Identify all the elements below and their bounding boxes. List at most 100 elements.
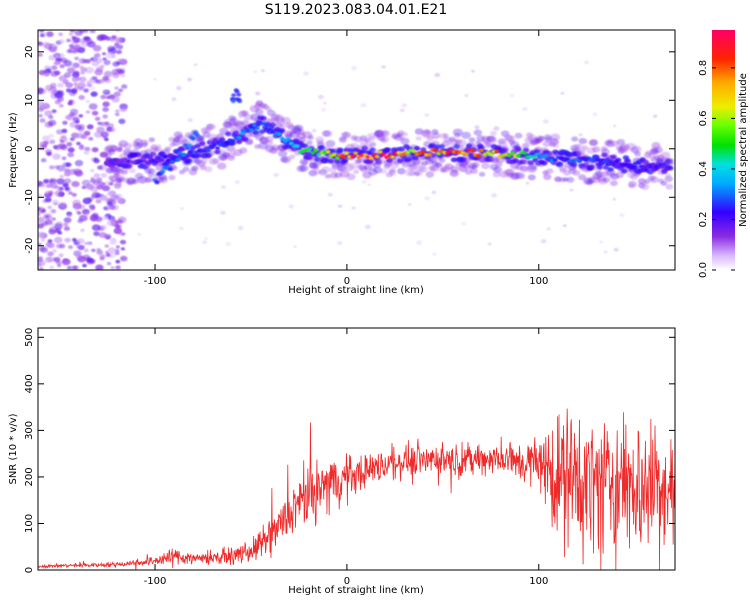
heatmap-blob xyxy=(73,113,78,117)
heatmap-blob xyxy=(306,140,313,145)
heatmap-blob xyxy=(412,155,419,161)
heatmap-blob xyxy=(54,190,64,197)
heatmap-blob xyxy=(93,231,100,237)
heatmap-blob xyxy=(175,85,182,91)
heatmap-blob xyxy=(490,130,497,136)
heatmap-blob xyxy=(38,267,44,270)
colorbar-tick-label: 0.4 xyxy=(698,161,709,177)
heatmap-blob xyxy=(109,239,118,245)
heatmap-blob xyxy=(270,130,276,134)
heatmap-blob xyxy=(58,32,63,36)
x-tick-label: 100 xyxy=(529,576,548,587)
heatmap-blob xyxy=(115,245,120,249)
heatmap-blob xyxy=(50,43,56,48)
heatmap-blob xyxy=(560,91,565,95)
heatmap-blob xyxy=(61,128,68,134)
heatmap-blob xyxy=(89,30,96,34)
heatmap-blob xyxy=(73,82,78,86)
heatmap-blob xyxy=(83,150,90,155)
heatmap-blob xyxy=(342,131,352,139)
heatmap-blob xyxy=(48,133,55,138)
heatmap-blob xyxy=(78,114,84,118)
y-tick-label: 400 xyxy=(24,374,35,393)
heatmap-blob xyxy=(117,146,123,150)
heatmap-blob xyxy=(54,91,64,99)
x-tick-label: -100 xyxy=(144,276,167,287)
heatmap-blob xyxy=(212,158,220,165)
heatmap-blob xyxy=(64,171,71,177)
heatmap-blob xyxy=(63,178,72,185)
heatmap-blob xyxy=(414,160,423,167)
heatmap-blob xyxy=(87,41,96,48)
heatmap-blob xyxy=(83,130,91,136)
heatmap-blob xyxy=(361,180,367,184)
heatmap-blob xyxy=(104,160,110,165)
heatmap-blob xyxy=(226,145,236,153)
heatmap-blob xyxy=(543,173,552,180)
heatmap-blob xyxy=(85,212,90,217)
heatmap-blob xyxy=(476,153,481,158)
heatmap-blob xyxy=(649,176,659,184)
heatmap-blob xyxy=(65,82,74,88)
y-tick-label: 20 xyxy=(24,45,35,58)
heatmap-blob xyxy=(215,146,221,150)
colorbar-tick-label: 0.8 xyxy=(698,60,709,76)
heatmap-blob xyxy=(102,114,108,119)
heatmap-blob xyxy=(66,265,73,270)
heatmap-blob xyxy=(114,42,120,47)
heatmap-blob xyxy=(113,227,123,235)
heatmap-blob xyxy=(337,166,345,172)
heatmap-blob xyxy=(55,227,61,233)
heatmap-blob xyxy=(53,61,59,66)
heatmap-marks xyxy=(38,30,675,270)
heatmap-blob xyxy=(100,182,106,186)
heatmap-blob xyxy=(44,72,50,77)
heatmap-blob xyxy=(100,224,107,230)
heatmap-blob xyxy=(509,151,515,155)
heatmap-blob xyxy=(53,257,61,263)
heatmap-blob xyxy=(552,158,558,162)
heatmap-blob xyxy=(116,58,123,63)
heatmap-blob xyxy=(602,160,607,164)
heatmap-blob xyxy=(321,107,327,112)
snr-y-axis-label: SNR (10 * v/v) xyxy=(8,413,19,484)
heatmap-blob xyxy=(396,151,402,155)
heatmap-blob xyxy=(73,250,82,257)
heatmap-blob xyxy=(98,232,107,238)
heatmap-blob xyxy=(366,132,376,140)
heatmap-blob xyxy=(40,246,49,253)
heatmap-blob xyxy=(610,154,617,160)
heatmap-blob xyxy=(610,140,619,147)
heatmap-blob xyxy=(551,139,559,146)
heatmap-blob xyxy=(631,145,642,153)
heatmap-blob xyxy=(424,129,431,135)
heatmap-blob xyxy=(105,181,112,186)
heatmap-blob xyxy=(85,110,91,114)
heatmap-blob xyxy=(66,142,73,147)
heatmap-blob xyxy=(461,131,471,139)
heatmap-blob xyxy=(74,170,84,177)
heatmap-blob xyxy=(230,99,236,104)
heatmap-blob xyxy=(38,206,41,211)
heatmap-blob xyxy=(433,148,438,153)
heatmap-blob xyxy=(468,137,476,143)
heatmap-blob xyxy=(38,113,43,118)
heatmap-blob xyxy=(56,129,63,135)
heatmap-blob xyxy=(432,252,437,256)
heatmap-blob xyxy=(49,265,54,270)
heatmap-blob xyxy=(48,115,54,119)
heatmap-blob xyxy=(94,69,103,76)
heatmap-blob xyxy=(38,242,42,246)
heatmap-blob xyxy=(40,102,49,110)
heatmap-blob xyxy=(654,146,663,154)
colorbar-ticks: 0.0 0.2 0.4 0.6 0.8 xyxy=(698,60,735,278)
heatmap-blob xyxy=(255,91,261,96)
heatmap-blob xyxy=(106,192,113,197)
heatmap-blob xyxy=(61,258,71,266)
heatmap-blob xyxy=(159,174,167,181)
heatmap-blob xyxy=(452,128,463,136)
heatmap-blob xyxy=(91,147,99,153)
heatmap-blob xyxy=(221,185,226,189)
heatmap-blob xyxy=(307,135,314,140)
heatmap-blob xyxy=(115,109,120,113)
